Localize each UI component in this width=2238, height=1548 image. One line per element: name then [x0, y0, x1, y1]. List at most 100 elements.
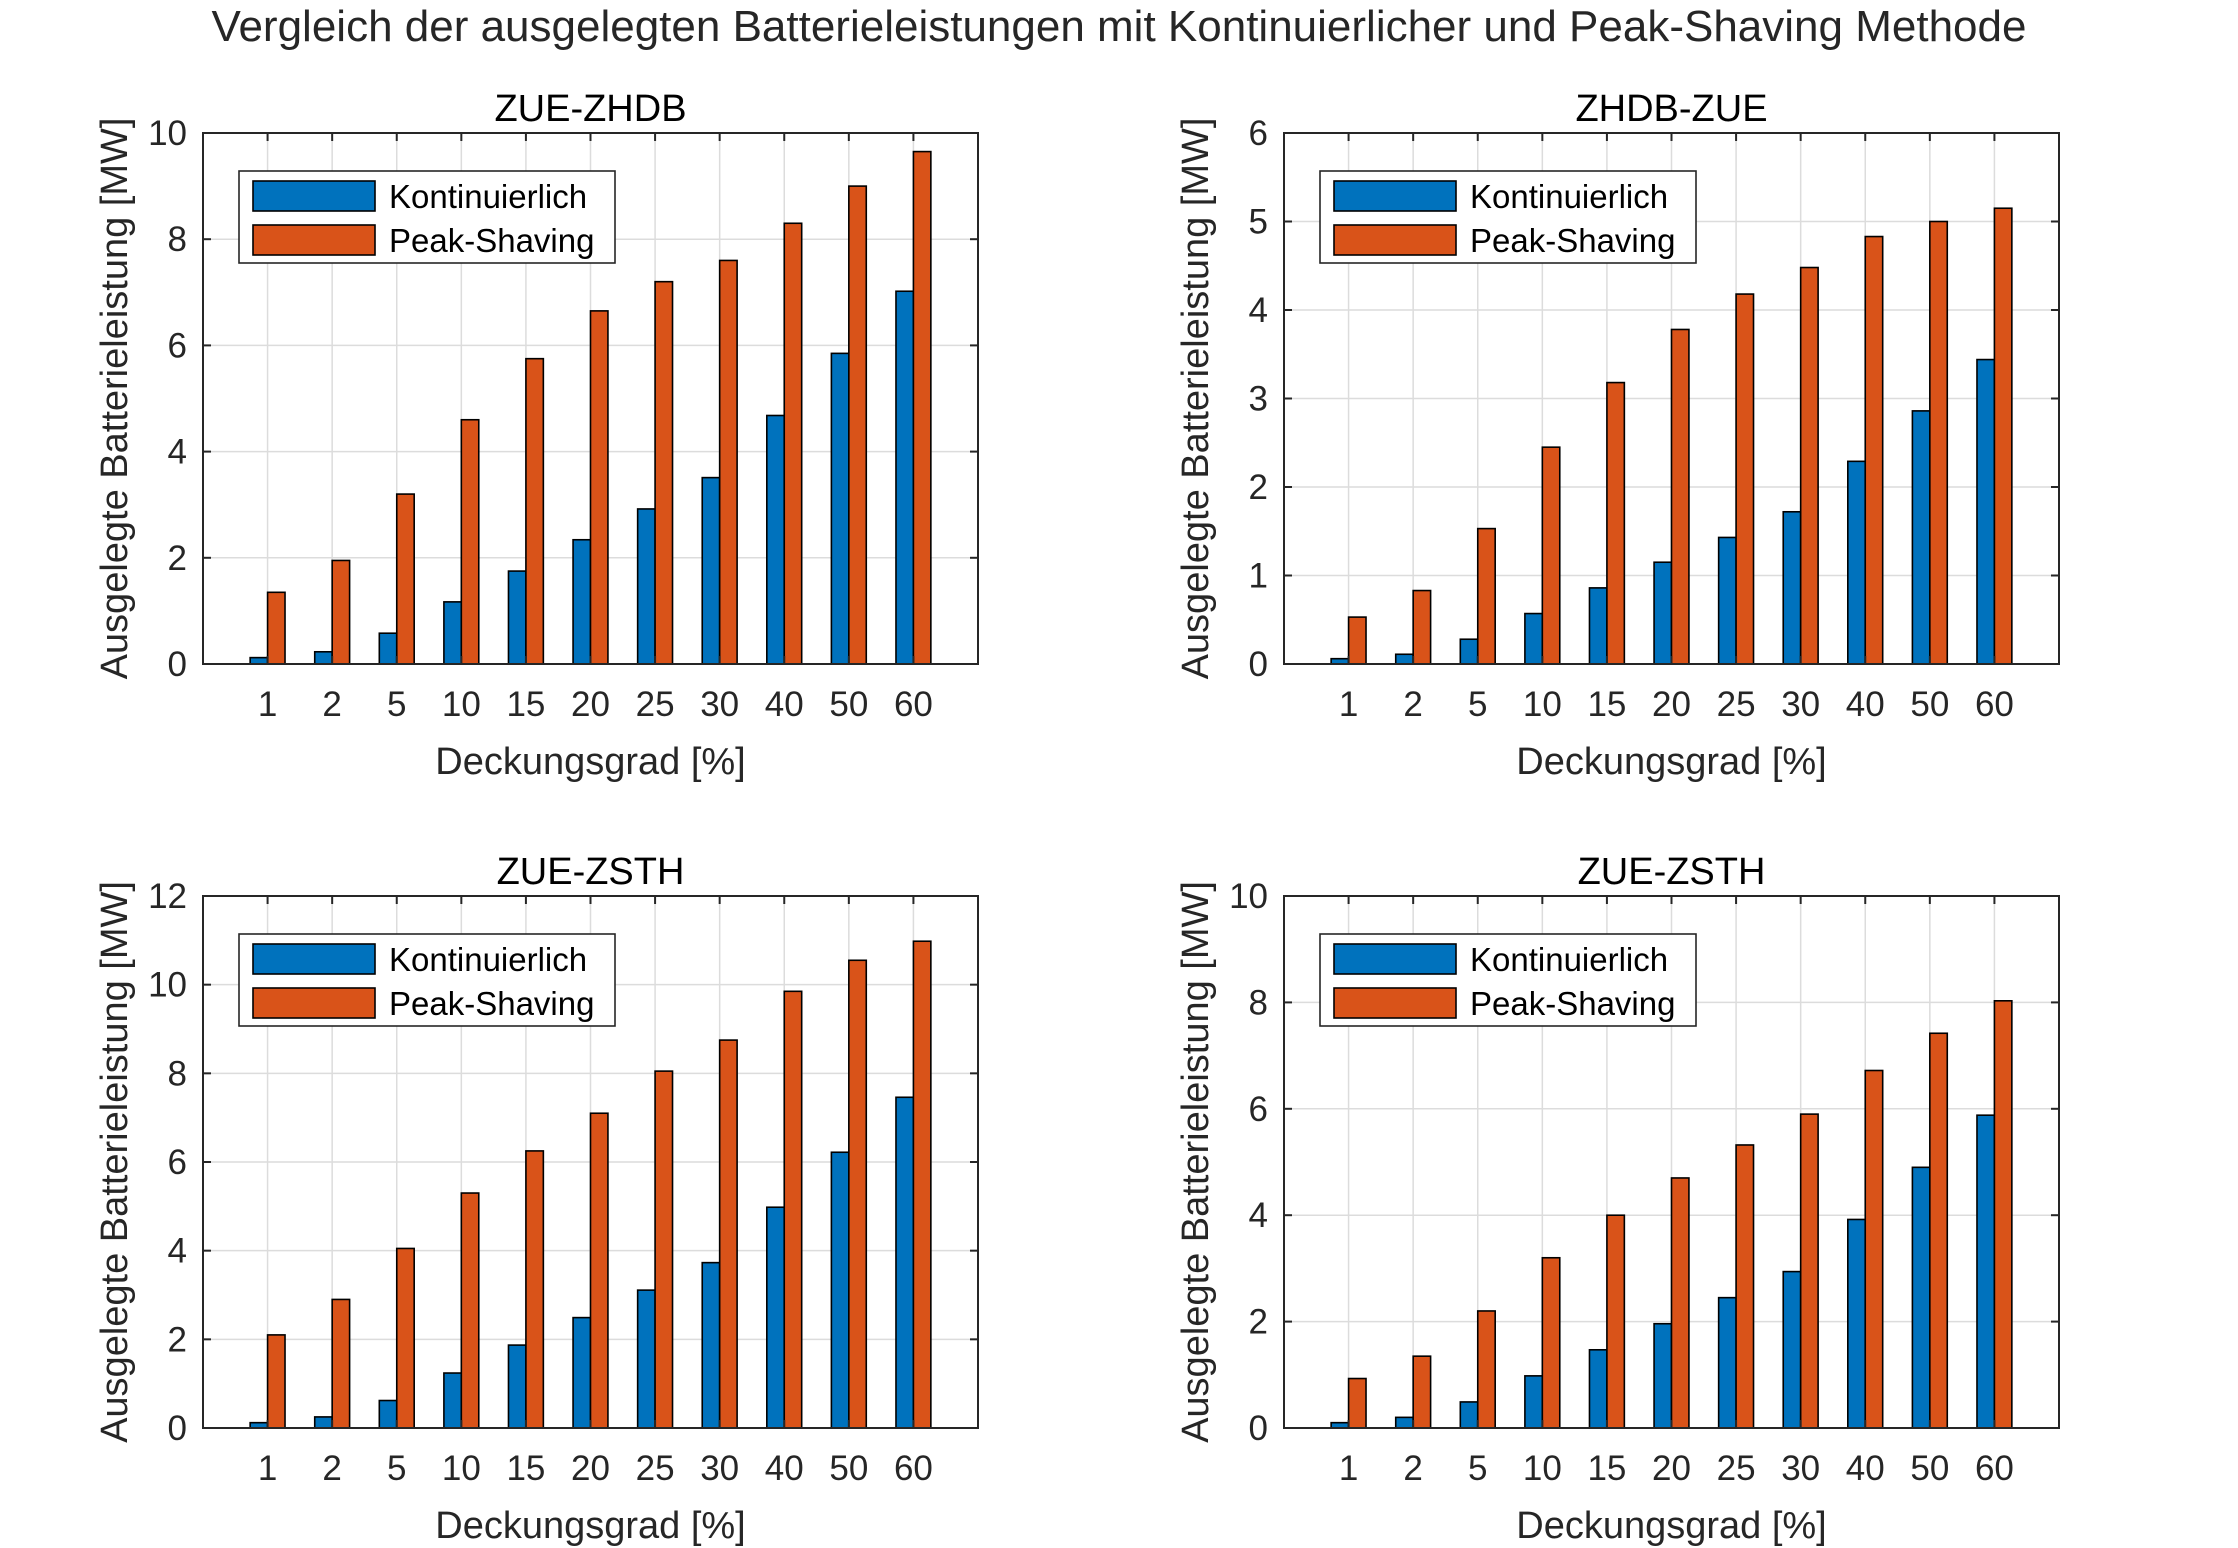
x-tick-label: 60	[1975, 685, 2014, 724]
bar-kontinuierlich-5	[1459, 638, 1479, 665]
bar-kontinuierlich-40	[766, 1206, 786, 1429]
bar-kontinuierlich-15	[1588, 587, 1608, 665]
x-tick-label: 20	[1652, 1449, 1691, 1488]
x-axis-label: Deckungsgrad [%]	[1516, 741, 1827, 783]
bar-peak-shaving-15	[1606, 381, 1626, 665]
legend-swatch-kontinuierlich	[252, 180, 376, 212]
panel-title: ZUE-ZHDB	[494, 88, 686, 130]
bar-peak-shaving-5	[395, 493, 415, 665]
x-tick-label: 20	[571, 1449, 610, 1488]
y-axis-label: Ausgelegte Batterieleistung [MW]	[94, 118, 136, 680]
bar-peak-shaving-20	[589, 310, 609, 665]
x-tick-label: 50	[829, 1449, 868, 1488]
y-axis-label: Ausgelegte Batterieleistung [MW]	[94, 881, 136, 1443]
bar-peak-shaving-2	[331, 559, 351, 665]
x-tick-label: 15	[1587, 685, 1626, 724]
legend: Kontinuierlich Peak-Shaving	[1319, 170, 1697, 264]
bar-peak-shaving-10	[460, 418, 480, 665]
bar-peak-shaving-1	[1347, 1377, 1367, 1429]
y-tick-label: 1	[1249, 557, 1268, 596]
x-tick-label: 25	[1717, 1449, 1756, 1488]
legend-swatch-kontinuierlich	[252, 943, 376, 975]
bar-kontinuierlich-15	[1588, 1348, 1608, 1429]
x-tick-label: 5	[387, 1449, 406, 1488]
bar-peak-shaving-50	[848, 185, 868, 665]
x-axis-label: Deckungsgrad [%]	[435, 741, 746, 783]
bar-peak-shaving-40	[1864, 235, 1884, 665]
bar-kontinuierlich-30	[1782, 1270, 1802, 1429]
y-tick-label: 10	[148, 966, 187, 1005]
bar-peak-shaving-60	[1993, 1000, 2013, 1429]
x-tick-label: 25	[636, 685, 675, 724]
x-tick-label: 60	[1975, 1449, 2014, 1488]
bar-kontinuierlich-40	[766, 414, 786, 665]
legend-swatch-peak-shaving	[1333, 224, 1457, 256]
y-tick-label: 8	[1249, 983, 1268, 1022]
bar-peak-shaving-60	[1993, 207, 2013, 665]
legend-label-kontinuierlich: Kontinuierlich	[1470, 178, 1668, 215]
x-tick-label: 60	[894, 685, 933, 724]
bar-kontinuierlich-50	[1911, 410, 1931, 665]
legend: Kontinuierlich Peak-Shaving	[238, 933, 616, 1027]
y-tick-label: 4	[1249, 291, 1268, 330]
y-tick-label: 6	[168, 1143, 187, 1182]
bar-kontinuierlich-5	[1459, 1401, 1479, 1429]
bar-peak-shaving-50	[848, 959, 868, 1429]
bar-peak-shaving-15	[1606, 1214, 1626, 1429]
y-tick-label: 6	[168, 326, 187, 365]
y-tick-label: 2	[168, 1320, 187, 1359]
y-tick-label: 0	[1249, 1409, 1268, 1448]
chart-panel-4: 1 2 5 10 15 20 25 30 40 50 600246810ZUE-ZSTHDeckun…	[1175, 851, 2060, 1547]
x-tick-label: 40	[1846, 685, 1885, 724]
bar-kontinuierlich-20	[572, 538, 592, 665]
bar-peak-shaving-10	[460, 1192, 480, 1429]
bar-kontinuierlich-25	[1717, 1296, 1737, 1429]
x-tick-label: 10	[442, 685, 481, 724]
x-tick-label: 15	[1587, 1449, 1626, 1488]
bar-kontinuierlich-25	[636, 1289, 656, 1429]
bar-kontinuierlich-60	[1976, 358, 1996, 665]
bar-kontinuierlich-25	[636, 508, 656, 665]
panel-title: ZHDB-ZUE	[1575, 88, 1767, 130]
bar-kontinuierlich-30	[701, 476, 721, 665]
y-tick-label: 8	[168, 220, 187, 259]
bar-peak-shaving-5	[1476, 527, 1496, 665]
x-tick-label: 20	[1652, 685, 1691, 724]
bar-kontinuierlich-2	[313, 1416, 333, 1429]
bar-peak-shaving-20	[1670, 1177, 1690, 1429]
bar-kontinuierlich-50	[830, 352, 850, 665]
x-tick-label: 20	[571, 685, 610, 724]
bar-kontinuierlich-15	[507, 570, 527, 665]
x-tick-label: 30	[700, 685, 739, 724]
bar-peak-shaving-25	[1735, 293, 1755, 665]
y-tick-label: 2	[168, 539, 187, 578]
x-tick-label: 30	[700, 1449, 739, 1488]
bar-kontinuierlich-40	[1847, 1218, 1867, 1429]
y-tick-label: 10	[1229, 877, 1268, 916]
x-tick-label: 15	[506, 1449, 545, 1488]
bar-peak-shaving-5	[1476, 1310, 1496, 1429]
bar-kontinuierlich-60	[1976, 1114, 1996, 1429]
bar-peak-shaving-60	[912, 940, 932, 1429]
bar-kontinuierlich-2	[1394, 653, 1414, 665]
y-tick-label: 2	[1249, 468, 1268, 507]
x-tick-label: 2	[322, 685, 341, 724]
y-tick-label: 12	[148, 877, 187, 916]
bar-kontinuierlich-10	[443, 1372, 463, 1429]
x-tick-label: 1	[1339, 1449, 1358, 1488]
bar-peak-shaving-20	[1670, 328, 1690, 665]
bar-kontinuierlich-10	[443, 601, 463, 665]
bar-peak-shaving-5	[395, 1247, 415, 1429]
x-tick-label: 50	[1910, 685, 1949, 724]
bar-peak-shaving-40	[783, 990, 803, 1429]
bar-peak-shaving-50	[1929, 1032, 1949, 1429]
bar-kontinuierlich-5	[378, 1399, 398, 1429]
x-tick-label: 2	[1403, 1449, 1422, 1488]
legend-swatch-peak-shaving	[252, 987, 376, 1019]
y-tick-label: 3	[1249, 380, 1268, 419]
chart-panel-3: 1 2 5 10 15 20 25 30 40 50 60024681012ZUE-ZSTHDeck…	[94, 851, 979, 1547]
x-tick-label: 10	[1523, 685, 1562, 724]
bar-kontinuierlich-60	[895, 290, 915, 665]
figure-title: Vergleich der ausgelegten Batterieleistu…	[211, 2, 2027, 51]
